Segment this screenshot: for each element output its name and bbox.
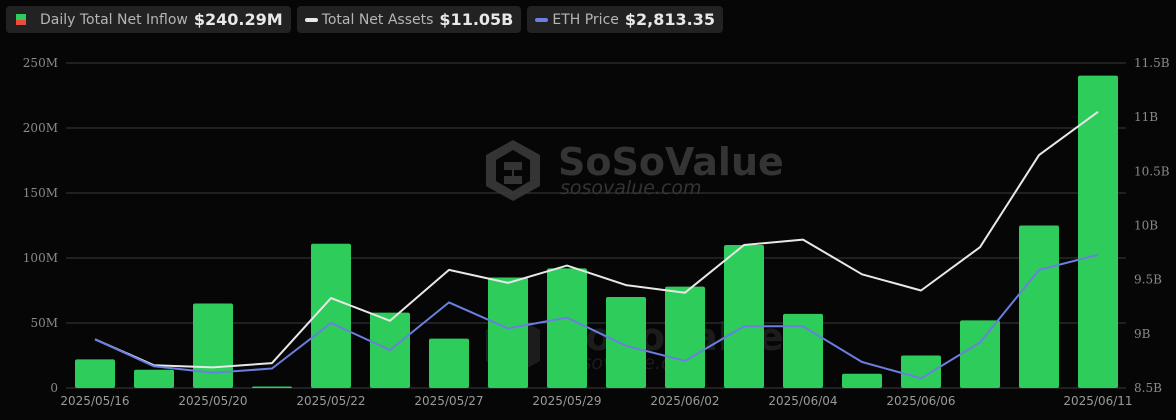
legend-eth-label: ETH Price	[552, 11, 619, 28]
legend-inflow-value: $240.29M	[193, 10, 283, 29]
left-tick-label: 250M	[23, 56, 58, 70]
inflow-bar[interactable]	[134, 369, 174, 388]
inflow-bar[interactable]	[783, 313, 823, 388]
x-tick-label: 2025/05/16	[60, 394, 129, 408]
inflow-bar[interactable]	[311, 243, 351, 388]
sosovalue-logo-icon	[486, 140, 540, 201]
series-lines[interactable]	[94, 110, 1099, 380]
inflow-bar[interactable]	[75, 359, 115, 388]
left-axis: 0 50M 100M 150M 200M 250M	[23, 56, 58, 395]
eth-swatch-icon	[535, 17, 549, 22]
x-tick-label: 2025/05/29	[532, 394, 601, 408]
left-tick-label: 0	[50, 381, 58, 395]
inflow-bar[interactable]	[1078, 75, 1118, 389]
watermark-url: sosovalue.com	[560, 177, 702, 199]
right-tick-label: 8.5B	[1134, 381, 1162, 395]
total-net-assets-line[interactable]	[94, 110, 1099, 369]
eth-price-line[interactable]	[94, 253, 1099, 380]
x-tick-label: 2025/05/22	[296, 394, 365, 408]
legend-eth-value: $2,813.35	[624, 10, 715, 29]
legend-assets-label: Total Net Assets	[321, 11, 434, 28]
gridlines	[66, 62, 1126, 389]
inflow-bar[interactable]	[960, 320, 1000, 388]
right-tick-label: 9B	[1134, 327, 1151, 341]
x-tick-label: 2025/05/27	[414, 394, 483, 408]
x-tick-label: 2025/06/04	[768, 394, 837, 408]
legend-assets-value: $11.05B	[439, 10, 514, 29]
left-tick-label: 200M	[23, 121, 58, 135]
inflow-bar[interactable]	[1019, 225, 1059, 389]
left-tick-label: 50M	[30, 316, 58, 330]
left-tick-label: 150M	[23, 186, 58, 200]
inflow-bar[interactable]	[842, 373, 882, 388]
x-tick-label: 2025/05/20	[178, 394, 247, 408]
right-tick-label: 10.5B	[1134, 164, 1170, 178]
right-tick-label: 11.5B	[1134, 56, 1170, 70]
right-axis: 8.5B 9B 9.5B 10B 10.5B 11B 11.5B	[1134, 56, 1170, 395]
legend-inflow[interactable]: Daily Total Net Inflow $240.29M	[6, 6, 291, 33]
x-tick-label: 2025/06/11	[1063, 394, 1132, 408]
inflow-bar[interactable]	[665, 286, 705, 388]
legend-eth[interactable]: ETH Price $2,813.35	[527, 6, 723, 33]
inflow-bar[interactable]	[547, 268, 587, 388]
assets-swatch-icon	[304, 17, 318, 22]
right-tick-label: 9.5B	[1134, 273, 1162, 287]
inflow-swatch-icon	[16, 14, 26, 25]
right-tick-label: 11B	[1134, 110, 1158, 124]
x-axis: 2025/05/16 2025/05/20 2025/05/22 2025/05/27…	[60, 394, 1132, 408]
inflow-bar[interactable]	[724, 245, 764, 388]
inflow-bar[interactable]	[429, 338, 469, 388]
x-tick-label: 2025/06/02	[650, 394, 719, 408]
legend-inflow-label: Daily Total Net Inflow	[40, 11, 188, 28]
chart-legend: Daily Total Net Inflow $240.29M Total Ne…	[6, 6, 723, 33]
inflow-bar[interactable]	[901, 355, 941, 389]
watermark-brand: SoSoValue	[558, 140, 784, 184]
x-tick-label: 2025/06/06	[886, 394, 955, 408]
left-tick-label: 100M	[23, 251, 58, 265]
legend-assets[interactable]: Total Net Assets $11.05B	[296, 6, 522, 33]
inflow-bar[interactable]	[488, 277, 528, 389]
inflow-bar[interactable]	[193, 303, 233, 389]
inflow-bar[interactable]	[606, 297, 646, 388]
right-tick-label: 10B	[1134, 219, 1158, 233]
inflow-bar[interactable]	[252, 386, 292, 389]
